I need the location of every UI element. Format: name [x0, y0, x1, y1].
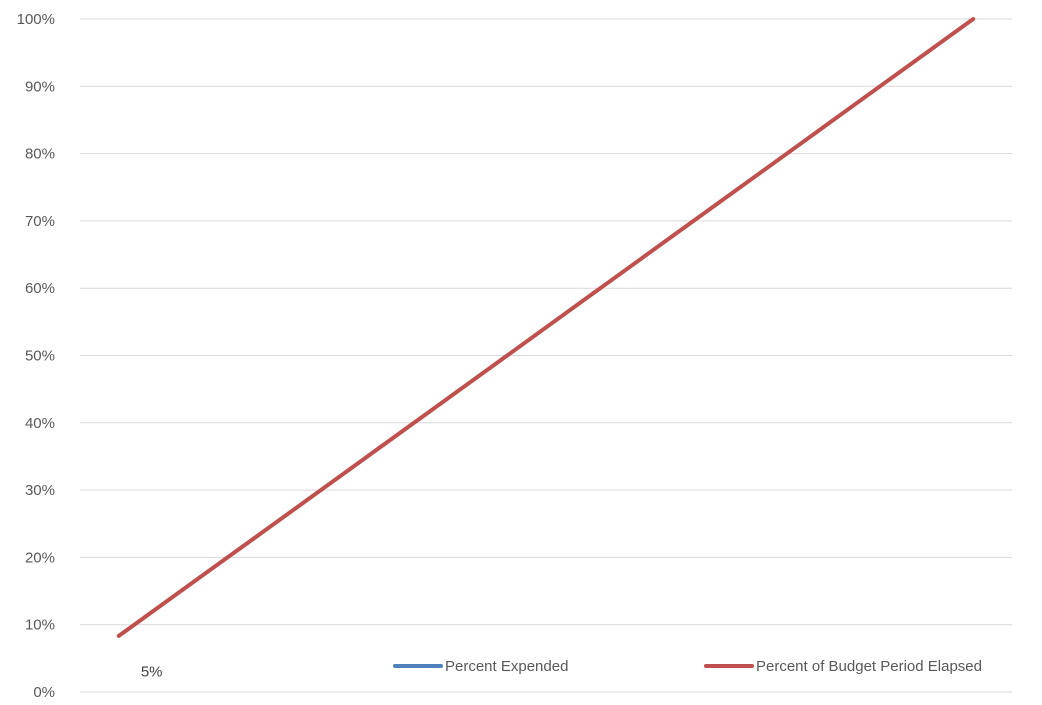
y-tick-label: 100%: [17, 11, 55, 28]
y-tick-label: 90%: [25, 78, 55, 95]
data-label: 5%: [141, 663, 163, 680]
legend-label: Percent of Budget Period Elapsed: [756, 658, 982, 675]
y-tick-label: 40%: [25, 415, 55, 432]
legend-label: Percent Expended: [445, 658, 568, 675]
y-tick-label: 70%: [25, 213, 55, 230]
y-tick-label: 20%: [25, 549, 55, 566]
y-tick-label: 30%: [25, 482, 55, 499]
gridlines: [80, 18, 1012, 693]
y-tick-label: 10%: [25, 617, 55, 634]
y-tick-label: 50%: [25, 348, 55, 365]
y-tick-label: 0%: [33, 684, 55, 701]
y-tick-label: 60%: [25, 280, 55, 297]
legend: Percent Expended Percent of Budget Period…: [393, 658, 982, 675]
series-line: [116, 17, 976, 638]
y-tick-label: 80%: [25, 146, 55, 163]
data-labels: 5%: [141, 663, 163, 680]
series-lines: [116, 17, 976, 638]
y-axis-ticks: 0% 10% 20% 30% 40% 50% 60% 70% 80% 90% 100%: [17, 11, 55, 701]
